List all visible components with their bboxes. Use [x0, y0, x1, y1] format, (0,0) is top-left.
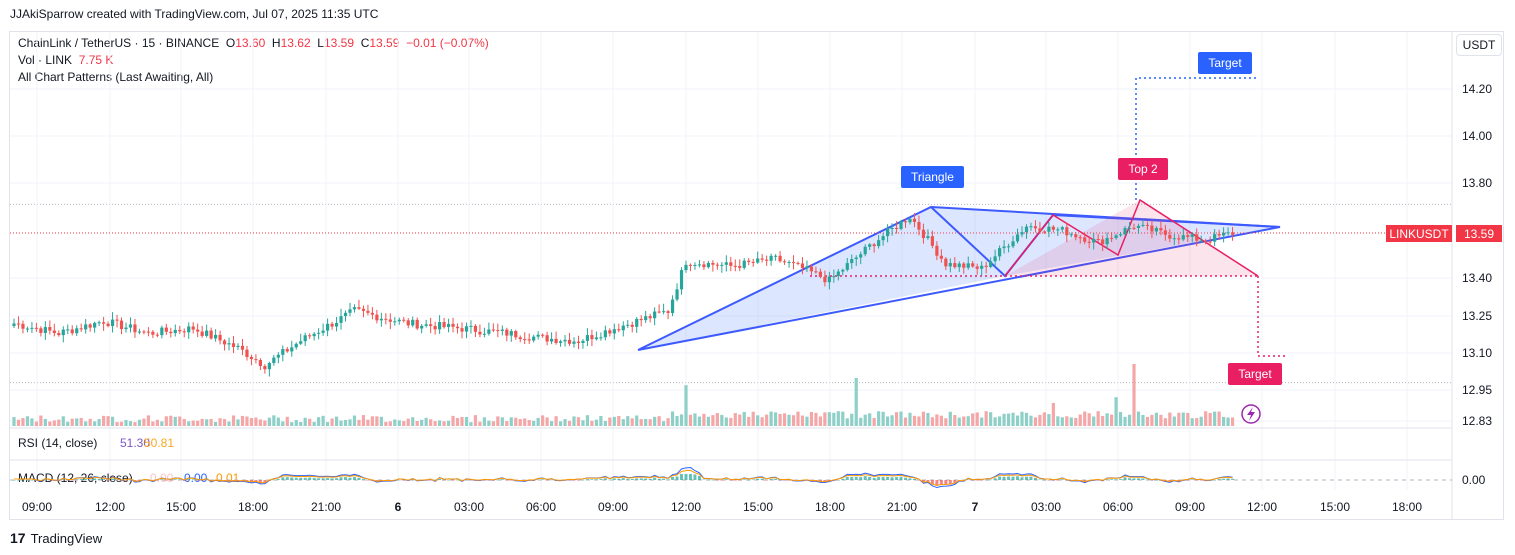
change-value: −0.01 (−0.07%): [406, 36, 489, 50]
tradingview-brand[interactable]: 17 TradingView: [10, 530, 102, 546]
legend-patterns[interactable]: All Chart Patterns (Last Awaiting, All): [18, 70, 213, 84]
open-value: 13.60: [235, 36, 266, 50]
low-label: L: [317, 36, 324, 50]
high-label: H: [271, 36, 281, 50]
chart-frame: [9, 31, 1504, 520]
patterns-label: All Chart Patterns (Last Awaiting, All): [18, 70, 214, 84]
tradingview-logo-icon: 17: [10, 530, 26, 546]
close-label: C: [360, 36, 370, 50]
brand-name: TradingView: [30, 530, 103, 546]
legend-ohlc: ChainLink / TetherUS · 15 · BINANCE O13.…: [18, 36, 489, 50]
close-value: 13.59: [369, 36, 400, 50]
legend-volume[interactable]: Vol · LINK 7.75 K: [18, 53, 113, 67]
high-value: 13.62: [280, 36, 311, 50]
volume-label: Vol · LINK: [18, 53, 73, 67]
currency-button[interactable]: USDT: [1456, 34, 1502, 56]
attribution: JJAkiSparrow created with TradingView.co…: [10, 7, 379, 21]
symbol-title[interactable]: ChainLink / TetherUS · 15 · BINANCE: [18, 36, 220, 50]
low-value: 13.59: [323, 36, 355, 50]
volume-value: 7.75 K: [78, 53, 114, 67]
open-label: O: [225, 36, 236, 50]
